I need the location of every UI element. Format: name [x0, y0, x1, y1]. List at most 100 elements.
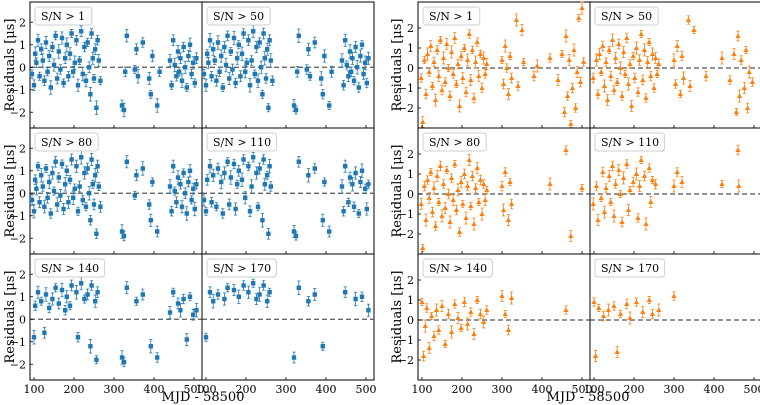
data-point [460, 72, 466, 84]
data-point [436, 70, 442, 82]
x-tick-label: 300 [664, 383, 685, 396]
y-tick-label: −2 [10, 232, 26, 245]
data-point [58, 189, 63, 202]
data-point [611, 85, 617, 95]
data-point [434, 45, 440, 55]
data-point [72, 55, 77, 70]
data-point [461, 44, 467, 52]
data-point [366, 51, 371, 65]
data-point [181, 293, 186, 305]
data-point [555, 74, 561, 86]
data-point [363, 55, 368, 70]
sn-label-box [594, 258, 666, 278]
data-point [217, 66, 222, 77]
data-point [64, 165, 69, 176]
data-point [89, 280, 94, 291]
x-tick-label: 100 [584, 383, 605, 396]
y-tick-label: 2 [19, 142, 26, 155]
data-point [509, 72, 515, 84]
data-point [656, 58, 662, 70]
data-point [466, 154, 472, 166]
data-point [600, 166, 606, 178]
data-point [69, 153, 74, 166]
data-point [37, 71, 42, 81]
data-point [364, 202, 369, 216]
data-point [633, 297, 639, 307]
data-point [85, 38, 90, 47]
x-tick-label: 200 [624, 383, 645, 396]
data-point [56, 44, 61, 59]
data-point [34, 57, 39, 68]
x-axis-label-right: MJD - 58500 [547, 390, 630, 405]
data-point [465, 53, 471, 67]
data-point [121, 102, 127, 118]
data-point [209, 197, 214, 208]
data-point [444, 165, 450, 175]
data-point [35, 285, 41, 299]
data-point [477, 50, 483, 58]
data-point [431, 330, 437, 342]
data-point [502, 39, 508, 53]
data-point [29, 69, 35, 79]
data-point [61, 203, 66, 215]
data-point [267, 34, 272, 47]
data-point [593, 350, 599, 362]
y-tick-label: 1 [407, 294, 414, 307]
data-point [172, 186, 177, 196]
data-point [621, 171, 627, 185]
data-point [501, 203, 507, 217]
data-point [231, 284, 237, 296]
data-point [175, 45, 181, 58]
data-point [673, 79, 679, 89]
y-axis-label: Residuals [μs] [390, 271, 405, 364]
data-point [423, 213, 429, 227]
sn-label: S/N > 170 [213, 262, 271, 275]
y-tick-label: −1 [398, 82, 414, 95]
data-point [225, 283, 230, 293]
panel-left-0-1: S/N > 50 [201, 1, 375, 129]
data-point [447, 215, 453, 229]
data-point [59, 282, 65, 298]
y-tick-label: −2 [10, 106, 26, 119]
data-point [212, 56, 217, 65]
y-tick-label: 1 [19, 291, 26, 304]
x-axis-label-left: MJD - 58500 [162, 390, 245, 405]
data-point [231, 158, 237, 170]
data-point [79, 25, 84, 38]
data-point [436, 325, 442, 335]
data-point [469, 46, 475, 54]
data-point [719, 51, 725, 65]
y-tick-label: 0 [19, 61, 26, 74]
data-point [320, 213, 325, 227]
data-point [593, 181, 599, 191]
data-point [617, 61, 623, 75]
data-point [53, 155, 58, 168]
data-point [293, 105, 299, 115]
data-point [47, 174, 52, 190]
y-tick-label: −1 [10, 84, 26, 97]
data-point [211, 294, 216, 309]
data-point [502, 309, 508, 319]
data-point [243, 65, 248, 79]
data-point [123, 66, 128, 77]
data-point [55, 197, 60, 212]
y-tick-label: −1 [10, 336, 26, 349]
data-point [434, 170, 440, 182]
data-point [509, 198, 515, 210]
data-point [43, 36, 49, 49]
data-point [616, 38, 622, 50]
data-point [31, 204, 37, 219]
data-point [184, 206, 189, 221]
data-point [426, 67, 432, 77]
data-point [89, 28, 94, 39]
data-point [89, 153, 94, 166]
data-point [251, 24, 256, 38]
data-point [479, 207, 485, 221]
data-point [270, 75, 275, 86]
data-point [98, 200, 103, 213]
data-point [148, 89, 153, 99]
data-point [29, 194, 35, 206]
x-tick-label: 100 [24, 383, 45, 396]
data-point [643, 217, 649, 231]
data-point [646, 163, 652, 173]
